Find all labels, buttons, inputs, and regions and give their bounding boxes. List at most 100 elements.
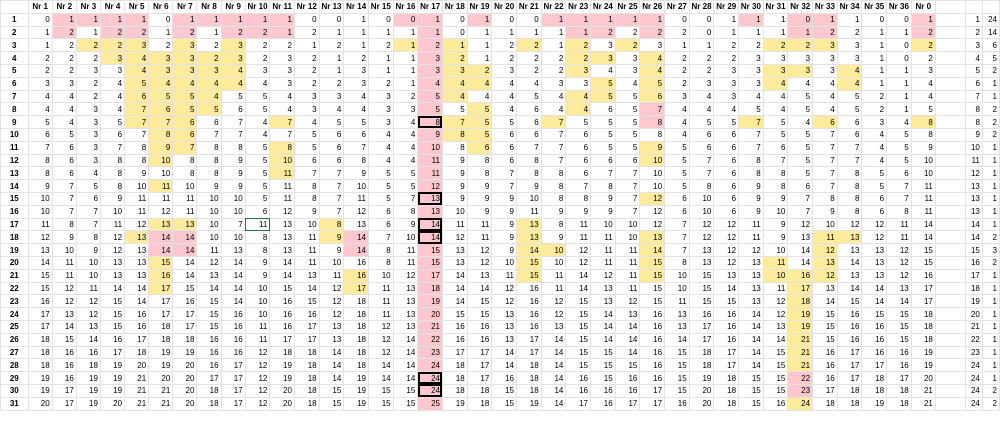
data-cell[interactable]: 4 <box>318 102 345 117</box>
data-cell[interactable]: 3 <box>491 63 517 78</box>
data-cell[interactable]: 3 <box>762 51 789 65</box>
data-cell[interactable]: 14 <box>738 332 764 347</box>
data-cell[interactable]: 14 <box>886 294 912 309</box>
data-cell[interactable]: 14 <box>392 345 419 360</box>
data-cell[interactable]: 13 <box>491 319 517 334</box>
row-label[interactable]: 30 <box>0 383 29 398</box>
row-label[interactable]: 18 <box>0 230 29 245</box>
data-cell[interactable]: 19 <box>99 371 126 385</box>
data-cell[interactable]: 15 <box>664 358 690 373</box>
empty-cell[interactable] <box>981 0 1000 14</box>
data-cell[interactable]: 7 <box>491 179 517 193</box>
data-cell[interactable]: 1 <box>196 12 222 27</box>
data-cell[interactable]: 10 <box>293 217 320 232</box>
data-cell[interactable]: 17 <box>172 307 198 321</box>
data-cell[interactable]: 13 <box>124 268 150 283</box>
summary-cell[interactable]: 10 <box>965 140 983 155</box>
data-cell[interactable]: 16 <box>441 332 468 347</box>
data-cell[interactable]: 15 <box>565 345 592 360</box>
data-cell[interactable]: 13 <box>124 255 150 270</box>
data-cell[interactable]: 16 <box>836 319 863 334</box>
data-cell[interactable]: 16 <box>466 319 493 334</box>
data-cell[interactable]: 15 <box>392 396 419 411</box>
data-cell[interactable]: 5 <box>220 89 246 104</box>
data-cell[interactable]: 13 <box>392 281 419 296</box>
data-cell[interactable]: 11 <box>367 307 394 321</box>
data-cell[interactable]: 2 <box>269 38 295 53</box>
data-cell[interactable]: 15 <box>886 332 912 347</box>
data-cell[interactable]: 9 <box>441 153 468 168</box>
data-cell[interactable]: 14 <box>99 281 126 296</box>
data-cell[interactable]: 5 <box>713 115 740 129</box>
data-cell[interactable]: 7 <box>762 153 789 168</box>
summary-cell[interactable]: 20 <box>965 307 983 321</box>
data-cell[interactable]: 8 <box>196 153 222 168</box>
data-cell[interactable]: 18 <box>75 358 101 373</box>
data-cell[interactable]: 14 <box>172 243 198 257</box>
data-cell[interactable]: 2 <box>318 76 345 91</box>
summary-cell[interactable]: 22 <box>965 332 983 347</box>
data-cell[interactable]: 0 <box>148 12 174 27</box>
data-cell[interactable]: 12 <box>75 307 101 321</box>
data-cell[interactable]: 4 <box>220 76 246 91</box>
data-cell[interactable]: 12 <box>713 255 740 270</box>
data-cell[interactable]: 21 <box>910 383 936 398</box>
data-cell[interactable]: 3 <box>861 115 888 129</box>
data-cell[interactable]: 17 <box>148 294 174 309</box>
data-cell[interactable]: 5 <box>293 140 320 155</box>
data-cell[interactable]: 3 <box>343 76 369 91</box>
data-cell[interactable]: 0 <box>293 12 320 27</box>
data-cell[interactable]: 5 <box>886 140 912 155</box>
empty-cell[interactable] <box>934 166 967 181</box>
summary-cell[interactable]: 13 <box>965 179 983 193</box>
data-cell[interactable]: 12 <box>836 217 863 232</box>
data-cell[interactable]: 17 <box>886 371 912 385</box>
data-cell[interactable]: 6 <box>516 127 542 142</box>
empty-cell[interactable] <box>934 191 967 206</box>
data-cell[interactable]: 6 <box>664 191 690 206</box>
summary-cell[interactable]: 1 <box>981 166 1000 181</box>
data-cell[interactable]: 15 <box>688 294 715 309</box>
data-cell[interactable]: 19 <box>787 319 814 334</box>
data-cell[interactable]: 7 <box>540 153 567 168</box>
data-cell[interactable]: 10 <box>762 268 789 283</box>
data-cell[interactable]: 7 <box>318 204 345 219</box>
data-cell[interactable]: 0 <box>516 12 542 27</box>
data-cell[interactable]: 5 <box>124 76 150 91</box>
data-cell[interactable]: 2 <box>196 38 222 53</box>
data-cell[interactable]: 18 <box>124 345 150 360</box>
data-cell[interactable]: 10 <box>27 191 53 206</box>
summary-cell[interactable]: 14 <box>965 230 983 245</box>
column-header[interactable]: Nr 32 <box>787 0 814 14</box>
data-cell[interactable]: 12 <box>27 230 53 245</box>
data-cell[interactable]: 18 <box>861 383 888 398</box>
data-cell[interactable]: 14 <box>220 268 246 283</box>
data-cell[interactable]: 9 <box>491 230 517 245</box>
data-cell[interactable]: 12 <box>738 243 764 257</box>
data-cell[interactable]: 3 <box>343 63 369 78</box>
data-cell[interactable]: 4 <box>713 102 740 117</box>
data-cell[interactable]: 11 <box>392 243 419 257</box>
data-cell[interactable]: 3 <box>367 89 394 104</box>
data-cell[interactable]: 8 <box>441 127 468 142</box>
data-cell[interactable]: 4 <box>269 102 295 117</box>
data-cell[interactable]: 15 <box>466 294 493 309</box>
data-cell[interactable]: 7 <box>318 179 345 193</box>
data-cell[interactable]: 12 <box>196 255 222 270</box>
summary-cell[interactable]: 19 <box>965 294 983 309</box>
summary-cell[interactable]: 2 <box>981 255 1000 270</box>
data-cell[interactable]: 4 <box>99 102 126 117</box>
column-header[interactable]: Nr 28 <box>688 0 715 14</box>
data-cell[interactable]: 11 <box>590 230 616 245</box>
data-cell[interactable]: 14 <box>713 281 740 296</box>
data-cell[interactable]: 11 <box>367 294 394 309</box>
row-label[interactable]: 27 <box>0 345 29 360</box>
data-cell[interactable]: 1 <box>762 12 789 27</box>
data-cell[interactable]: 1 <box>318 25 345 40</box>
data-cell[interactable]: 6 <box>787 179 814 193</box>
data-cell[interactable]: 18 <box>713 383 740 398</box>
data-cell[interactable]: 15 <box>713 294 740 309</box>
data-cell[interactable]: 3 <box>639 38 666 53</box>
data-cell[interactable]: 15 <box>614 358 641 373</box>
data-cell[interactable]: 2 <box>293 25 320 40</box>
